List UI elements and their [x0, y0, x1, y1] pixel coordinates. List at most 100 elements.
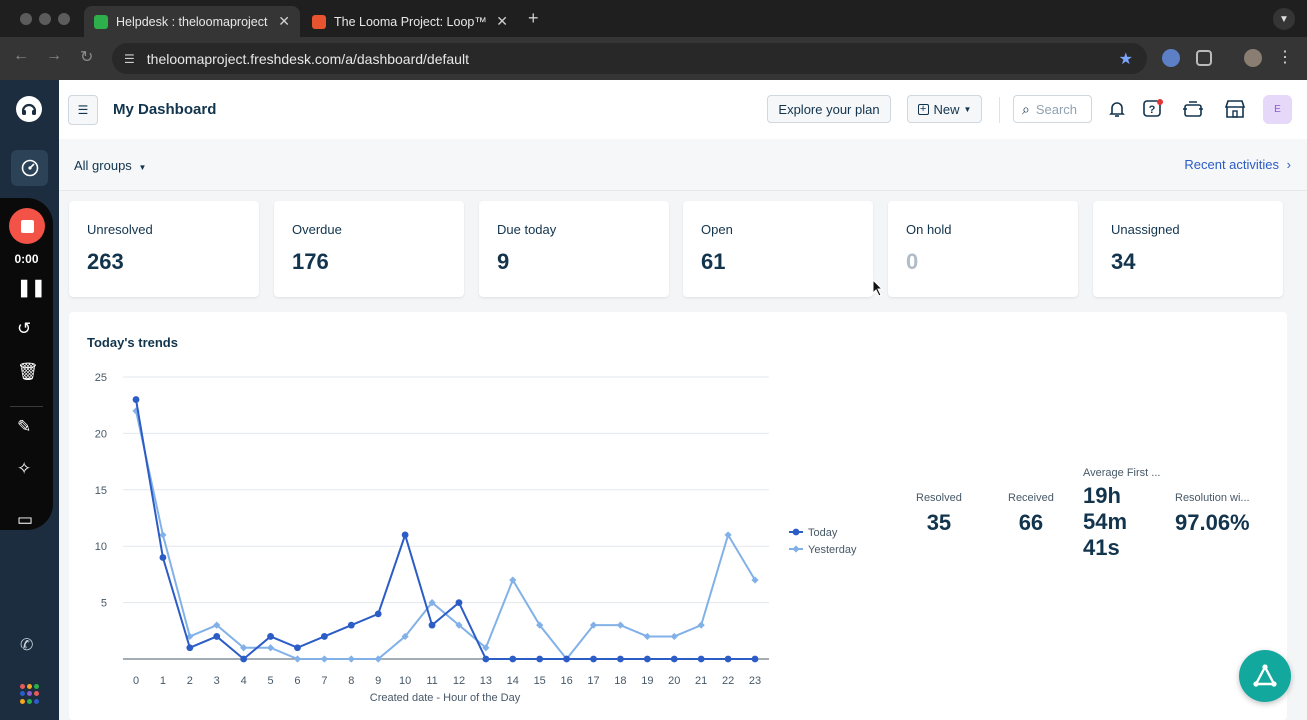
today-point: [186, 644, 194, 652]
recent-activities-label: Recent activities: [1184, 157, 1280, 172]
stat-label: Received: [1008, 492, 1054, 504]
x-tick-label: 4: [241, 675, 247, 687]
yesterday-point: [509, 576, 517, 584]
browser-tab-helpdesk[interactable]: Helpdesk : theloomaproject ✕: [84, 6, 300, 37]
reload-icon[interactable]: ↻: [80, 49, 94, 66]
dashboard-page: ☰ My Dashboard Explore your plan + New ▼…: [59, 80, 1307, 720]
metric-value: 61: [701, 249, 726, 274]
x-tick-label: 3: [214, 675, 220, 687]
stat-value: 19h 54m 41s: [1083, 483, 1160, 561]
today-point: [159, 554, 167, 561]
dashboard-nav-icon[interactable]: [11, 150, 48, 186]
apps-grid-icon[interactable]: [20, 684, 40, 704]
help-icon[interactable]: ?: [1141, 97, 1165, 121]
yesterday-point: [616, 621, 625, 629]
extension-1password-icon[interactable]: [1162, 49, 1180, 67]
address-bar[interactable]: ☰ theloomaproject.freshdesk.com/a/dashbo…: [112, 43, 1147, 74]
today-point: [374, 610, 382, 618]
bookmark-star-icon[interactable]: ★: [1118, 51, 1133, 68]
metric-label: On hold: [906, 222, 952, 237]
y-tick-label: 10: [95, 541, 107, 553]
today-point: [401, 531, 409, 539]
explore-plan-button[interactable]: Explore your plan: [767, 95, 891, 123]
effects-wand-icon[interactable]: ✧: [17, 459, 32, 478]
browser-tab-looma[interactable]: The Looma Project: Loop™ Ta ✕: [302, 6, 518, 37]
yesterday-point: [401, 632, 409, 641]
freddy-assistant-button[interactable]: [1239, 650, 1291, 702]
freshdesk-logo-icon[interactable]: [16, 96, 42, 122]
groups-dropdown[interactable]: All groups ▼: [74, 158, 146, 173]
camera-icon[interactable]: ▭: [17, 510, 34, 529]
metric-label: Unresolved: [87, 222, 153, 237]
team-huddle-icon[interactable]: [1181, 97, 1205, 121]
delete-trash-icon[interactable]: 🗑︎: [17, 362, 39, 381]
today-point: [320, 633, 328, 640]
restart-icon[interactable]: ↺: [17, 319, 32, 338]
metric-value: 9: [497, 249, 510, 274]
window-close-dot[interactable]: [20, 13, 32, 25]
x-tick-label: 23: [749, 675, 761, 687]
legend-marker: [792, 528, 800, 536]
today-point: [563, 655, 571, 663]
window-zoom-dot[interactable]: [58, 13, 70, 25]
recorder-divider: [10, 406, 43, 407]
extensions-puzzle-icon[interactable]: [1196, 50, 1212, 66]
yesterday-point: [482, 644, 490, 652]
forward-arrow-icon[interactable]: →: [46, 47, 62, 64]
today-point: [240, 655, 248, 663]
tab-search-chevron-icon[interactable]: ▼: [1273, 8, 1295, 30]
filter-menu-icon[interactable]: ☰: [68, 95, 98, 125]
window-minimize-dot[interactable]: [39, 13, 51, 25]
metric-card-open[interactable]: Open 61: [683, 201, 873, 297]
metric-card-unresolved[interactable]: Unresolved 263: [69, 201, 259, 297]
today-point: [643, 655, 651, 663]
metric-card-unassigned[interactable]: Unassigned 34: [1093, 201, 1283, 297]
phone-icon[interactable]: ✆: [20, 637, 34, 654]
metric-value: 263: [87, 249, 124, 274]
x-tick-label: 11: [426, 675, 437, 687]
search-placeholder: Search: [1035, 101, 1078, 117]
yesterday-point: [697, 621, 705, 629]
x-tick-label: 19: [641, 675, 653, 687]
metric-card-on-hold[interactable]: On hold 0: [888, 201, 1078, 297]
tab-title: Helpdesk : theloomaproject: [116, 14, 268, 29]
browser-menu-icon[interactable]: ⋮: [1277, 49, 1293, 66]
yesterday-point: [293, 655, 302, 663]
recording-timer: 0:00: [14, 252, 39, 266]
x-tick-label: 16: [560, 675, 572, 687]
notification-bell-icon[interactable]: [1105, 97, 1129, 121]
stat-resolution-within-sla: Resolution wi... 97.06%: [1175, 492, 1250, 536]
metric-card-due-today[interactable]: Due today 9: [479, 201, 669, 297]
yesterday-point: [347, 655, 355, 663]
draw-pencil-icon[interactable]: ✎: [17, 417, 32, 436]
new-button[interactable]: + New ▼: [907, 95, 982, 123]
yesterday-point: [670, 632, 678, 641]
tab-close-icon[interactable]: ✕: [278, 13, 290, 29]
today-point: [536, 655, 544, 663]
today-point: [482, 655, 490, 663]
stop-recording-button[interactable]: [9, 208, 45, 244]
x-tick-label: 5: [268, 675, 274, 687]
today-point: [724, 655, 732, 663]
new-tab-icon[interactable]: +: [528, 8, 539, 28]
tab-close-icon[interactable]: ✕: [496, 13, 508, 29]
stat-value-seconds: 41s: [1083, 535, 1120, 560]
marketplace-store-icon[interactable]: [1223, 97, 1247, 121]
pause-icon[interactable]: ❚❚: [17, 278, 46, 297]
metric-card-overdue[interactable]: Overdue 176: [274, 201, 464, 297]
new-button-label: New: [933, 101, 960, 117]
x-tick-label: 10: [399, 675, 411, 687]
x-tick-label: 12: [453, 675, 465, 687]
today-point: [347, 621, 355, 629]
y-tick-label: 20: [95, 428, 107, 440]
search-input[interactable]: ⌕ Search: [1013, 95, 1092, 123]
back-arrow-icon[interactable]: ←: [13, 47, 29, 64]
user-avatar[interactable]: E: [1263, 95, 1292, 124]
looma-favicon-icon: [312, 14, 326, 29]
profile-avatar-icon[interactable]: [1244, 49, 1262, 67]
site-settings-icon[interactable]: ☰: [124, 51, 135, 66]
stat-received: Received 66: [1008, 492, 1054, 536]
yesterday-point: [186, 632, 194, 641]
recent-activities-link[interactable]: Recent activities ›: [1184, 157, 1291, 172]
